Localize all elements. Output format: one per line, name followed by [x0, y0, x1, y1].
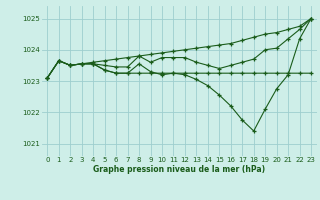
X-axis label: Graphe pression niveau de la mer (hPa): Graphe pression niveau de la mer (hPa)	[93, 165, 265, 174]
